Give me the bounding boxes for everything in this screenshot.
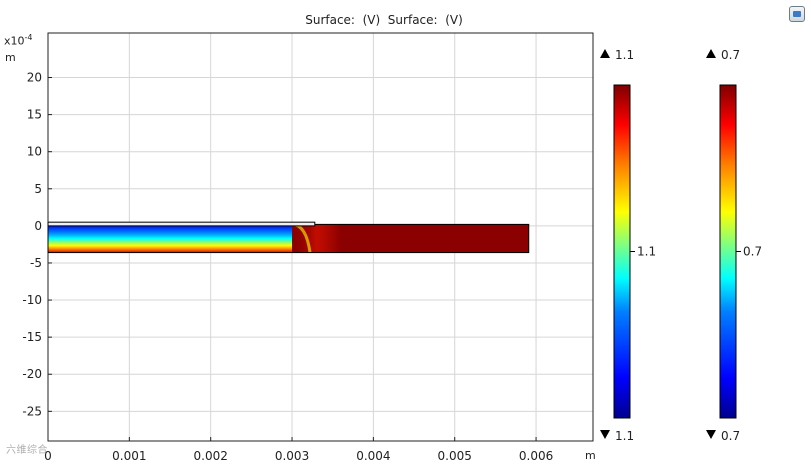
triangle-down-icon bbox=[706, 430, 716, 439]
y-tick-label: 20 bbox=[27, 71, 42, 85]
window-icon[interactable] bbox=[789, 6, 805, 22]
x-tick-label: 0.002 bbox=[194, 449, 228, 463]
plot-title: Surface: (V) Surface: (V) bbox=[305, 13, 463, 27]
low-value-region bbox=[48, 224, 293, 253]
y-tick-label: -5 bbox=[30, 256, 42, 270]
colorbars: 1.1 1.1 1.1 0.7 0.7 0.7 bbox=[600, 48, 762, 443]
y-exponent-base: x10 bbox=[4, 34, 25, 48]
x-tick-label: 0.004 bbox=[356, 449, 390, 463]
y-exponent-label: x10-4 bbox=[4, 33, 33, 48]
triangle-up-icon bbox=[600, 49, 610, 58]
x-unit-label: m bbox=[585, 449, 596, 462]
domain-surface bbox=[47, 221, 530, 254]
y-tick-label: -15 bbox=[22, 330, 42, 344]
y-tick-label: 15 bbox=[27, 108, 42, 122]
colorbar-max-label: 1.1 bbox=[615, 48, 634, 62]
triangle-up-icon bbox=[706, 49, 716, 58]
x-tick-label: 0.001 bbox=[112, 449, 146, 463]
thin-domain bbox=[47, 221, 316, 227]
x-tick-label: 0.005 bbox=[438, 449, 472, 463]
colorbar-min-label: 0.7 bbox=[721, 429, 740, 443]
colorbar-mid-label: 1.1 bbox=[637, 245, 656, 259]
x-tick-label: 0 bbox=[44, 449, 52, 463]
colorbar-1 bbox=[613, 84, 631, 419]
y-tick-label: -25 bbox=[22, 404, 42, 418]
y-exponent-power: -4 bbox=[24, 33, 33, 42]
x-tick-label: 0.003 bbox=[275, 449, 309, 463]
watermark-text: 六维综合 bbox=[6, 445, 48, 456]
y-tick-label: -10 bbox=[22, 293, 42, 307]
y-tick-label: 5 bbox=[34, 182, 42, 196]
y-tick-label: -20 bbox=[22, 367, 42, 381]
y-tick-label: 0 bbox=[34, 219, 42, 233]
colorbar-max-label: 0.7 bbox=[721, 48, 740, 62]
x-tick-label: 0.006 bbox=[519, 449, 553, 463]
colorbar-2 bbox=[719, 84, 737, 419]
y-tick-label: 10 bbox=[27, 145, 42, 159]
colorbar-min-label: 1.1 bbox=[615, 429, 634, 443]
triangle-down-icon bbox=[600, 430, 610, 439]
y-unit-label: m bbox=[5, 51, 16, 64]
colorbar-mid-label: 0.7 bbox=[743, 245, 762, 259]
